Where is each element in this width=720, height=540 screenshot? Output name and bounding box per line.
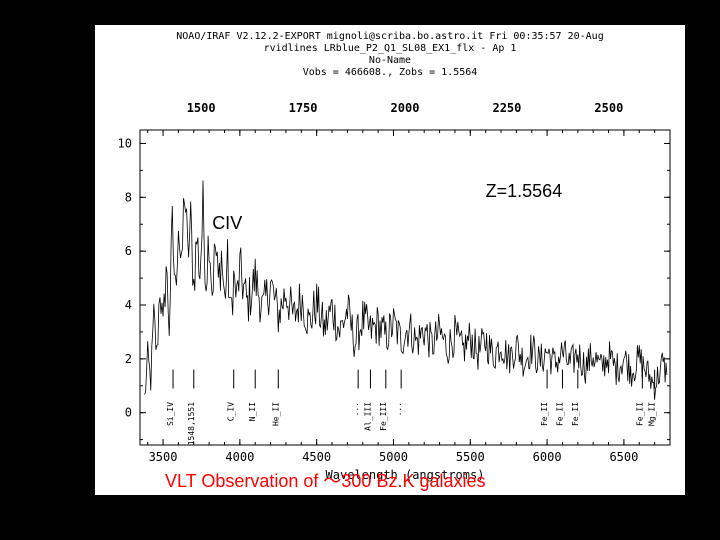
svg-text:...: ... [394, 402, 403, 416]
svg-text:Si_IV: Si_IV [166, 402, 175, 426]
svg-text:1548,1551: 1548,1551 [187, 402, 196, 446]
z-label-text: Z=1.5564 [486, 181, 563, 201]
svg-text:rvidlines LRblue_P2_Q1_SL08_EX: rvidlines LRblue_P2_Q1_SL08_EX1_flx - Ap… [264, 43, 517, 54]
svg-text:4000: 4000 [225, 450, 254, 464]
svg-text:He_II: He_II [271, 402, 280, 426]
svg-text:Fe_II: Fe_II [555, 402, 564, 426]
spectrum-chart: NOAO/IRAF V2.12.2-EXPORT mignoli@scriba.… [95, 25, 685, 495]
civ-annotation: CIV [212, 213, 242, 234]
svg-text:Fe_II: Fe_II [635, 402, 644, 426]
plot-panel: NOAO/IRAF V2.12.2-EXPORT mignoli@scriba.… [95, 25, 685, 495]
svg-text:5000: 5000 [379, 450, 408, 464]
svg-text:N_II: N_II [248, 402, 257, 421]
svg-text:4: 4 [125, 298, 132, 312]
civ-label-text: CIV [212, 213, 242, 233]
svg-text:Fe_II: Fe_II [571, 402, 580, 426]
svg-text:NOAO/IRAF V2.12.2-EXPORT migno: NOAO/IRAF V2.12.2-EXPORT mignoli@scriba.… [176, 31, 603, 42]
svg-text:2500: 2500 [594, 101, 623, 115]
svg-text:2000: 2000 [391, 101, 420, 115]
svg-text:Mg_II: Mg_II [648, 402, 657, 426]
svg-text:4500: 4500 [302, 450, 331, 464]
svg-text:2: 2 [125, 352, 132, 366]
svg-text:5500: 5500 [456, 450, 485, 464]
svg-text:1750: 1750 [289, 101, 318, 115]
svg-text:3500: 3500 [149, 450, 178, 464]
svg-text:Fe_II: Fe_II [540, 402, 549, 426]
svg-text:8: 8 [125, 190, 132, 204]
svg-text:6500: 6500 [609, 450, 638, 464]
svg-text:6: 6 [125, 244, 132, 258]
caption: VLT Observation of ～300 Bz.K galaxies [165, 467, 486, 493]
svg-text:Vobs = 466608., Zobs = 1.5564: Vobs = 466608., Zobs = 1.5564 [303, 67, 478, 78]
svg-text:Al_III: Al_III [363, 402, 372, 431]
svg-text:C_IV: C_IV [227, 402, 236, 421]
svg-text:Fe_III: Fe_III [379, 402, 388, 431]
svg-text:6000: 6000 [533, 450, 562, 464]
z-annotation: Z=1.5564 [486, 181, 563, 202]
svg-text:0: 0 [125, 406, 132, 420]
caption-text: VLT Observation of ～300 Bz.K galaxies [165, 471, 486, 491]
svg-text:...: ... [351, 402, 360, 416]
svg-text:No-Name: No-Name [369, 55, 411, 66]
svg-text:2250: 2250 [492, 101, 521, 115]
svg-text:1500: 1500 [187, 101, 216, 115]
svg-text:10: 10 [118, 136, 132, 150]
